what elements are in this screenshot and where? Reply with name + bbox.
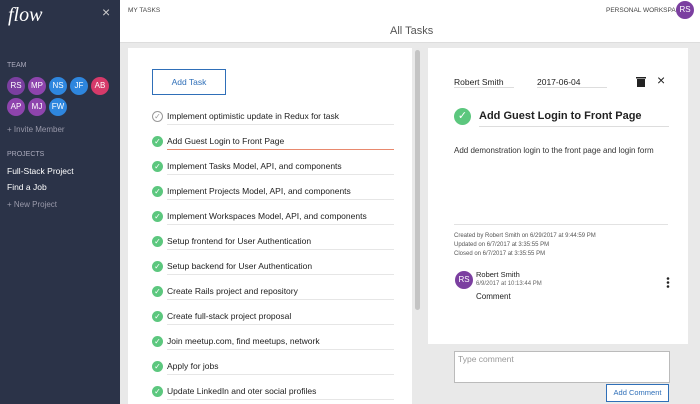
comment-input[interactable]: Type comment [454, 351, 670, 383]
scrollbar[interactable] [415, 50, 420, 310]
project[interactable]: Find a Job [7, 182, 47, 192]
history-line: Created by Robert Smith on 6/29/2017 at … [454, 233, 596, 239]
team-avatar[interactable]: MJ [28, 98, 46, 116]
task-check[interactable]: ✓ [152, 236, 163, 247]
workspace[interactable]: PERSONAL WORKSPACE [606, 7, 685, 14]
logo[interactable]: flow [8, 4, 43, 26]
history-line: Closed on 6/7/2017 at 3:35:55 PM [454, 251, 546, 257]
header: MY TASKS PERSONAL WORKSPACE RS All Tasks [120, 0, 700, 43]
task-item[interactable]: Implement Projects Model, API, and compo… [167, 185, 394, 200]
team-avatar[interactable]: AP [7, 98, 25, 116]
team-avatar[interactable]: FW [49, 98, 67, 116]
delete-icon[interactable] [636, 76, 646, 87]
task-panel [128, 48, 412, 404]
due-date[interactable]: 2017-06-04 [537, 77, 607, 88]
task-check[interactable]: ✓ [152, 211, 163, 222]
task-item[interactable]: Join meetup.com, find meetups, network [167, 335, 394, 350]
my-tasks[interactable]: MY TASKS [128, 7, 161, 14]
team-avatar[interactable]: JF [70, 77, 88, 95]
task-check[interactable]: ✓ [152, 336, 163, 347]
task-check[interactable]: ✓ [152, 286, 163, 297]
projects-label: PROJECTS [7, 151, 45, 158]
close-sidebar[interactable]: × [102, 4, 111, 20]
task-check[interactable]: ✓ [152, 161, 163, 172]
task-item[interactable]: Apply for jobs [167, 360, 394, 375]
task-check[interactable]: ✓ [152, 261, 163, 272]
sidebar: flow × TEAM + Invite Member PROJECTS + N… [0, 0, 120, 404]
comment-avatar: RS [455, 271, 473, 289]
invite-member[interactable]: + Invite Member [7, 125, 65, 134]
comment-author: Robert Smith [476, 270, 520, 279]
team-avatar[interactable]: AB [91, 77, 109, 95]
history-line: Updated on 6/7/2017 at 3:35:55 PM [454, 242, 550, 248]
team-avatar[interactable]: NS [49, 77, 67, 95]
task-item[interactable]: Implement optimistic update in Redux for… [167, 110, 394, 125]
task-item[interactable]: Setup frontend for User Authentication [167, 235, 394, 250]
task-check[interactable]: ✓ [152, 186, 163, 197]
description[interactable]: Add demonstration login to the front pag… [454, 146, 654, 155]
task-check[interactable]: ✓ [152, 386, 163, 397]
detail-check[interactable]: ✓ [454, 108, 471, 125]
page-title: All Tasks [390, 25, 434, 37]
task-item[interactable]: Setup backend for User Authentication [167, 260, 394, 275]
team-avatar[interactable]: RS [7, 77, 25, 95]
task-item[interactable]: Update LinkedIn and oter social profiles [167, 385, 394, 400]
project[interactable]: Full-Stack Project [7, 166, 74, 176]
close-detail[interactable]: × [657, 72, 666, 88]
task-item[interactable]: Add Guest Login to Front Page [167, 135, 394, 150]
task-check[interactable]: ✓ [152, 111, 163, 122]
user-avatar[interactable]: RS [676, 1, 694, 19]
comment-menu[interactable] [666, 277, 670, 288]
task-item[interactable]: Implement Tasks Model, API, and componen… [167, 160, 394, 175]
task-item[interactable]: Implement Workspaces Model, API, and com… [167, 210, 394, 225]
comment-text: Comment [476, 292, 511, 301]
team-avatar[interactable]: MP [28, 77, 46, 95]
task-check[interactable]: ✓ [152, 361, 163, 372]
add-comment-button[interactable]: Add Comment [606, 384, 669, 402]
task-check[interactable]: ✓ [152, 136, 163, 147]
add-task-button[interactable]: Add Task [152, 69, 226, 95]
comment-date: 6/9/2017 at 10:13:44 PM [476, 281, 542, 287]
team-label: TEAM [7, 62, 27, 69]
detail-panel [428, 48, 688, 344]
divider [454, 224, 668, 225]
detail-title[interactable]: Add Guest Login to Front Page [479, 110, 669, 127]
new-project[interactable]: + New Project [7, 200, 58, 209]
task-item[interactable]: Create full-stack project proposal [167, 310, 394, 325]
task-check[interactable]: ✓ [152, 311, 163, 322]
task-item[interactable]: Create Rails project and repository [167, 285, 394, 300]
assignee[interactable]: Robert Smith [454, 77, 514, 88]
